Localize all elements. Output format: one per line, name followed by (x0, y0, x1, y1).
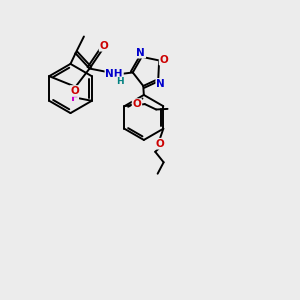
Text: O: O (70, 86, 79, 96)
Text: F: F (71, 93, 78, 103)
Text: NH: NH (105, 69, 123, 79)
Text: O: O (100, 41, 108, 51)
Text: H: H (116, 77, 123, 86)
Text: O: O (160, 55, 168, 64)
Text: O: O (155, 139, 164, 149)
Text: O: O (133, 99, 141, 109)
Text: N: N (156, 79, 165, 89)
Text: N: N (136, 48, 145, 58)
